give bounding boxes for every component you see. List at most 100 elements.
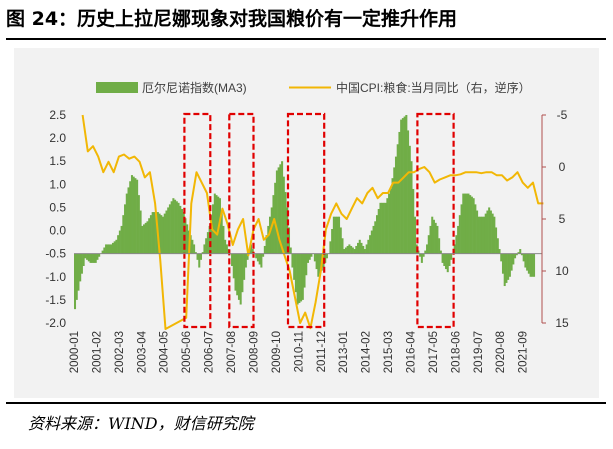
bar (148, 218, 151, 254)
y-left-tick-label: 2.5 (49, 108, 66, 122)
x-tick-label: 2020-08 (495, 331, 507, 373)
bar (438, 238, 441, 254)
bar (165, 210, 168, 254)
bar (400, 119, 403, 254)
bar (237, 253, 240, 300)
bar (163, 213, 166, 254)
bar (365, 244, 368, 254)
bar (332, 216, 335, 254)
legend-bar-swatch (96, 82, 138, 93)
bar (74, 253, 77, 310)
bar (529, 253, 532, 277)
bar (282, 176, 285, 254)
x-tick-label: 2014-02 (361, 331, 373, 373)
bar (500, 253, 503, 262)
bar (167, 207, 170, 254)
bar (472, 198, 475, 254)
bar (193, 244, 196, 254)
bar (132, 176, 135, 254)
bar (526, 253, 529, 271)
bar (394, 156, 397, 254)
bar (360, 242, 363, 254)
bar (239, 253, 242, 305)
bar (269, 216, 272, 254)
bar (338, 216, 341, 254)
highlight-box (228, 112, 255, 329)
title-rule (6, 38, 606, 40)
y-left-tick-label: 0.5 (49, 200, 66, 214)
bar (426, 244, 429, 254)
bar (86, 253, 89, 260)
bar (450, 253, 453, 260)
bar-series (74, 115, 536, 310)
figure-title: 图 24：历史上拉尼娜现象对我国粮价有一定推升作用 (6, 8, 458, 30)
y-left-tick-label: 0.0 (49, 224, 66, 238)
bar (194, 252, 197, 254)
bar (106, 244, 109, 254)
bar (431, 216, 434, 254)
line-series (81, 114, 544, 330)
bar (118, 230, 121, 254)
bar (344, 247, 347, 254)
bar (134, 178, 137, 254)
bar (182, 212, 185, 254)
x-tick-label: 2021-09 (518, 331, 530, 373)
bar (186, 224, 189, 254)
bar (136, 179, 139, 254)
y-left-tick-label: -1.5 (45, 293, 66, 307)
bar (498, 249, 501, 254)
bar (515, 253, 518, 256)
bar (208, 225, 211, 254)
highlight-box (183, 112, 212, 329)
bar (231, 253, 234, 266)
bar (244, 253, 247, 268)
bar (272, 195, 275, 254)
bar (110, 244, 113, 254)
bar (413, 216, 416, 254)
y-right-tick-label: 0 (559, 160, 566, 174)
bar (89, 253, 92, 263)
bar (405, 115, 408, 254)
bar (313, 253, 316, 262)
bar (462, 193, 465, 254)
bar (372, 225, 375, 254)
bar (174, 199, 177, 254)
bar (476, 210, 479, 254)
bar (98, 253, 101, 257)
bar (384, 202, 387, 254)
y-left-tick-label: 1.5 (49, 154, 66, 168)
bar (522, 253, 525, 262)
bar (144, 222, 147, 254)
bar (117, 235, 120, 254)
x-tick-label: 2013-01 (338, 331, 350, 373)
bar (241, 253, 244, 293)
bar (377, 208, 380, 254)
bar (427, 235, 430, 254)
bar (160, 215, 163, 254)
x-tick-label: 2009-10 (271, 331, 283, 373)
bar (256, 253, 259, 262)
bar (108, 244, 111, 254)
bar (246, 253, 249, 260)
bar (369, 235, 372, 254)
bar (403, 116, 406, 254)
bar (458, 215, 461, 254)
x-tick-label: 2017-05 (428, 331, 440, 373)
bar (113, 241, 116, 254)
y-right-tick-label: 5 (559, 212, 566, 226)
bar (315, 253, 318, 270)
bar (198, 253, 201, 268)
bar (234, 253, 237, 291)
bar (370, 230, 373, 254)
x-tick-label: 2019-07 (473, 331, 485, 373)
bar (191, 239, 194, 254)
chart-svg: 厄尔尼诺指数(MA3) 中国CPI:粮食:当月同比（右，逆序） -2.0 -1.5… (45, 80, 569, 373)
bar (139, 210, 142, 254)
bar (236, 253, 239, 296)
bar (162, 216, 165, 254)
source-note: 资料来源：WIND，财信研究院 (28, 414, 254, 433)
bar (96, 253, 99, 260)
bar (501, 253, 504, 274)
bar (510, 253, 513, 271)
bar (274, 182, 277, 254)
